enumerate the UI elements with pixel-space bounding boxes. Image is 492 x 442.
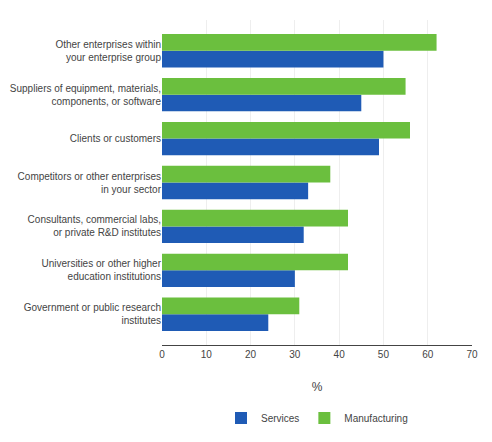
svg-text:60: 60 (422, 349, 434, 360)
svg-text:10: 10 (201, 349, 213, 360)
svg-text:50: 50 (378, 349, 390, 360)
svg-text:Clients or customers: Clients or customers (70, 133, 161, 144)
svg-text:30: 30 (289, 349, 301, 360)
svg-text:%: % (312, 380, 323, 394)
svg-text:20: 20 (245, 349, 257, 360)
svg-text:0: 0 (159, 349, 165, 360)
svg-text:70: 70 (466, 349, 478, 360)
svg-text:Services: Services (261, 413, 299, 424)
svg-text:Consultants, commercial labs,o: Consultants, commercial labs,or private … (28, 214, 161, 238)
svg-text:Suppliers of equipment, materi: Suppliers of equipment, materials,compon… (10, 83, 162, 107)
svg-text:Universities or other highered: Universities or other highereducation in… (42, 258, 162, 282)
svg-text:Government or public researchi: Government or public researchinstitutes (24, 302, 161, 326)
svg-text:Manufacturing: Manufacturing (344, 413, 407, 424)
svg-text:Competitors or other enterpris: Competitors or other enterprisesin your … (18, 171, 162, 195)
svg-text:40: 40 (334, 349, 346, 360)
svg-text:Other enterprises withinyour e: Other enterprises withinyour enterprise … (55, 39, 161, 63)
